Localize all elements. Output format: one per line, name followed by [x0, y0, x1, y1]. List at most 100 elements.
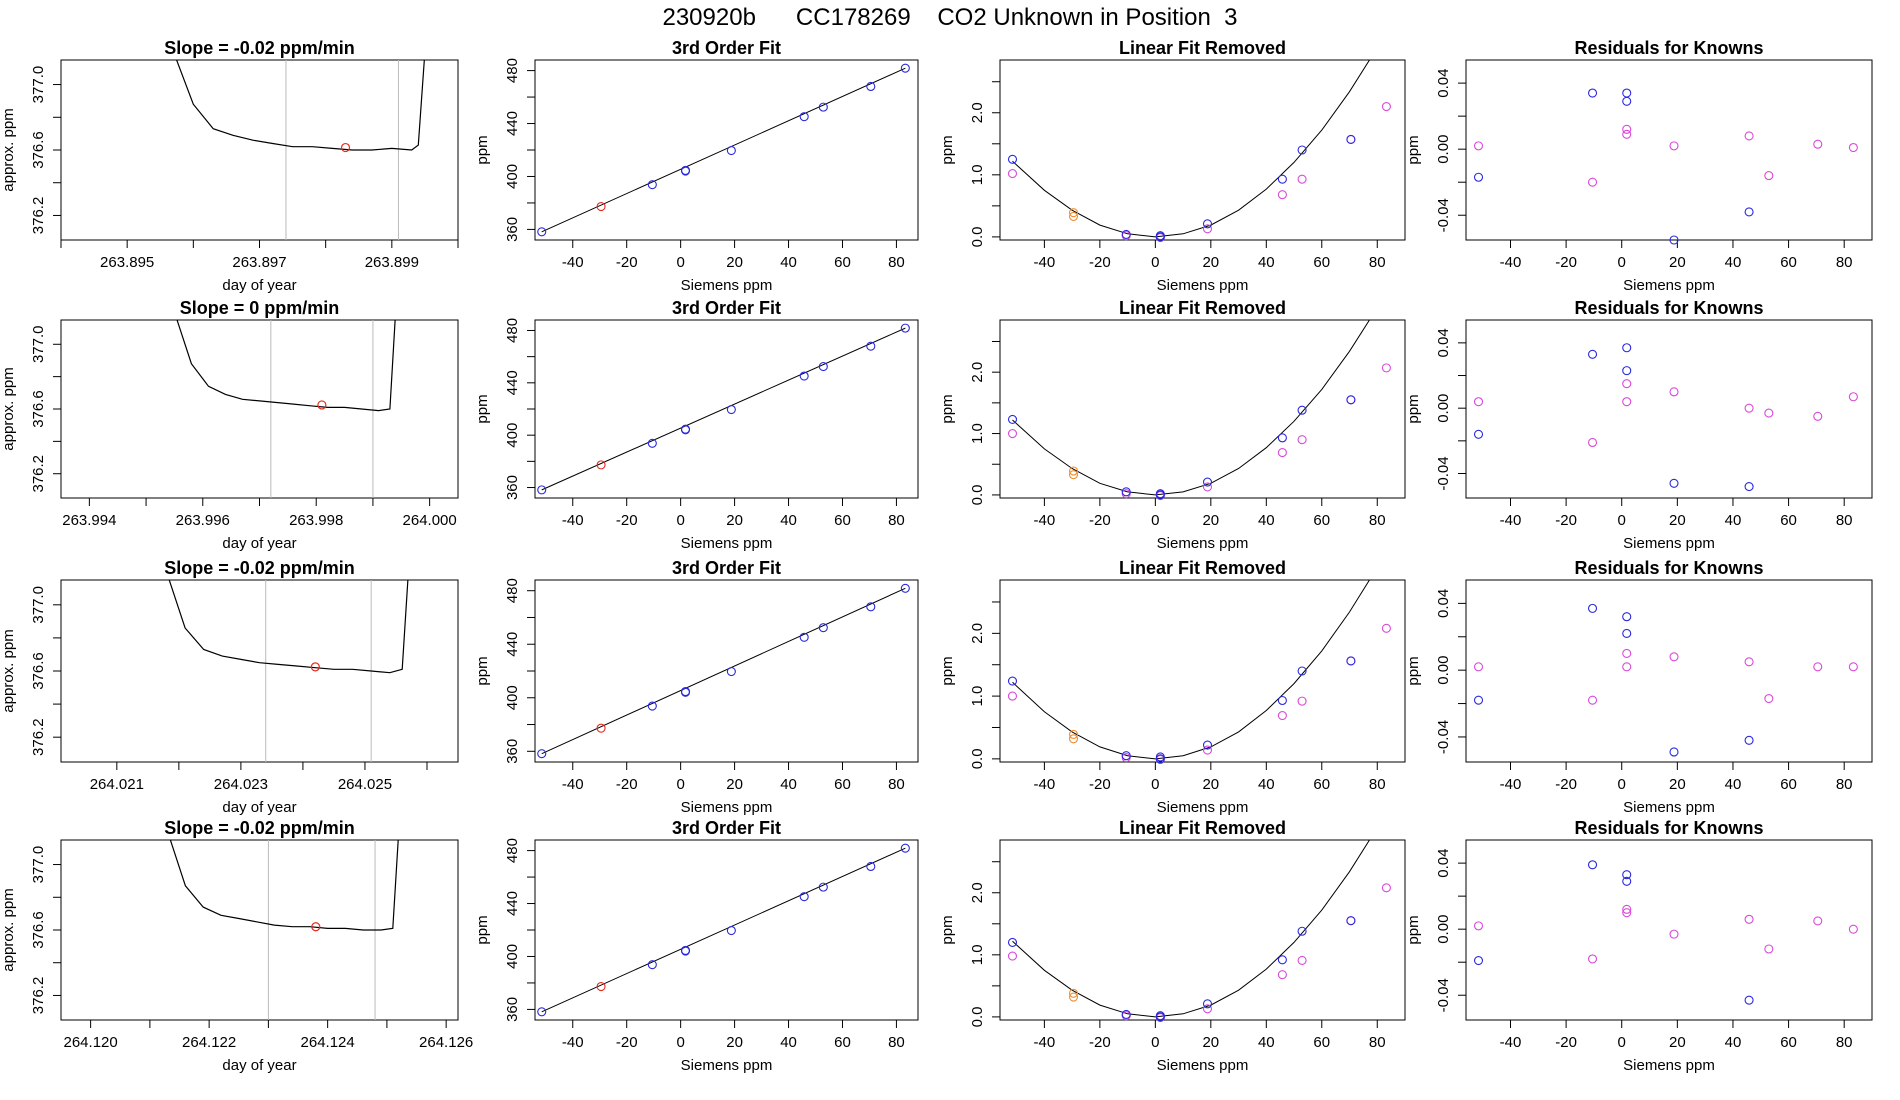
panel-15: Residuals for Knowns Siemens ppm ppm -40 -20… — [1405, 558, 1873, 816]
page-title: 230920b CC178269 CO2 Unknown in Position… — [662, 4, 1238, 31]
point-magenta — [1202, 482, 1213, 492]
y-tick-label: 400 — [504, 944, 521, 969]
plot-frame — [60, 839, 459, 1021]
point-magenta — [1381, 623, 1391, 633]
x-tick-label: 0 — [1618, 1034, 1626, 1051]
y-tick-label: 377.0 — [30, 586, 47, 624]
panel-6: 3rd Order Fit Siemens ppm ppm -40 -20 0 20 40 60… — [474, 298, 919, 552]
y-tick-label: 1.0 — [969, 686, 986, 707]
panel-title: 3rd Order Fit — [672, 298, 781, 318]
data-layer — [541, 847, 906, 1013]
x-tick-label: -20 — [1089, 512, 1111, 529]
point-blue — [1346, 395, 1356, 405]
x-tick-label: 40 — [1725, 776, 1742, 793]
x-axis-label: Siemens ppm — [1623, 277, 1715, 294]
point-magenta — [1744, 914, 1754, 924]
x-tick-label: 40 — [780, 1034, 797, 1051]
y-tick-label: 376.2 — [30, 718, 47, 756]
mean-point — [311, 922, 321, 932]
x-axis-label: day of year — [222, 535, 296, 552]
x-tick-label: -20 — [1555, 254, 1577, 271]
x-tick-label: 80 — [888, 776, 905, 793]
point-blue — [537, 749, 547, 759]
y-axis-label: ppm — [1405, 915, 1422, 944]
point-magenta — [1622, 908, 1632, 918]
x-axis-label: Siemens ppm — [1157, 535, 1249, 552]
point-blue — [1202, 219, 1213, 229]
point-blue — [680, 945, 691, 955]
point-blue — [1277, 433, 1287, 443]
point-magenta — [1622, 648, 1632, 659]
y-tick-label: -0.04 — [1435, 456, 1452, 490]
x-tick-label: -40 — [1034, 1034, 1056, 1051]
point-blue — [1121, 229, 1131, 239]
point-red — [596, 201, 606, 212]
y-tick-label: 2.0 — [969, 882, 986, 903]
y-tick-label: 377.0 — [30, 66, 47, 104]
panel-title: 3rd Order Fit — [672, 38, 781, 58]
panel-1: Slope = -0.02 ppm/min day of year approx. … — [0, 38, 459, 294]
point-blue — [1622, 343, 1632, 353]
point-blue — [1007, 154, 1018, 164]
point-orange — [1068, 211, 1079, 221]
point-magenta — [1764, 408, 1774, 418]
y-tick-label: 0.00 — [1435, 656, 1452, 685]
y-axis-label: ppm — [939, 394, 956, 423]
y-tick-label: 376.6 — [30, 652, 47, 690]
y-axis-label: ppm — [1405, 394, 1422, 423]
x-axis-label: Siemens ppm — [1157, 277, 1249, 294]
x-tick-label: 40 — [1258, 776, 1275, 793]
point-blue — [866, 81, 876, 92]
point-blue — [818, 623, 828, 633]
panel-title: Linear Fit Removed — [1119, 818, 1286, 838]
point-magenta — [1848, 924, 1858, 934]
x-tick-label: -40 — [562, 1034, 584, 1051]
x-axis-label: day of year — [222, 277, 296, 294]
x-tick-label: -40 — [1500, 254, 1522, 271]
point-magenta — [1587, 695, 1598, 705]
x-tick-label: 0 — [1151, 776, 1159, 793]
point-magenta — [1007, 429, 1018, 439]
x-tick-label: 60 — [1313, 776, 1330, 793]
point-magenta — [1744, 657, 1754, 667]
plot-frame — [534, 839, 919, 1021]
x-axis-label: Siemens ppm — [681, 277, 773, 294]
point-magenta — [1121, 489, 1131, 499]
fit-curve — [1012, 320, 1371, 496]
point-blue — [866, 861, 876, 872]
point-blue — [1346, 134, 1356, 144]
plot-frame — [999, 59, 1406, 241]
x-axis-label: day of year — [222, 799, 296, 816]
point-blue — [1587, 349, 1598, 359]
point-blue — [1473, 695, 1484, 705]
point-blue — [1346, 656, 1356, 666]
plot-frame — [1465, 579, 1873, 763]
x-tick-label: -40 — [1500, 512, 1522, 529]
plot-frame — [534, 579, 919, 763]
point-magenta — [1848, 392, 1858, 402]
point-blue — [680, 165, 691, 175]
panel-title: Linear Fit Removed — [1119, 558, 1286, 578]
point-blue — [647, 180, 657, 190]
point-blue — [537, 1007, 547, 1017]
point-magenta — [1669, 929, 1679, 939]
x-tick-label: 264.122 — [182, 1034, 236, 1051]
x-tick-label: 40 — [780, 512, 797, 529]
x-tick-label: 80 — [1836, 512, 1853, 529]
plot-frame — [1465, 59, 1873, 241]
y-axis-label: ppm — [474, 915, 491, 944]
panel-5: 3rd Order Fit Siemens ppm ppm -40 -20 0 20 40 60… — [474, 38, 919, 294]
point-blue — [1155, 754, 1165, 764]
series-line — [169, 840, 399, 931]
point-blue — [1297, 405, 1307, 415]
point-red — [596, 460, 606, 470]
y-axis-label: ppm — [474, 656, 491, 685]
x-tick-label: 80 — [1369, 254, 1386, 271]
point-magenta — [1297, 435, 1307, 445]
fit-curve — [1012, 60, 1371, 238]
point-magenta — [1277, 448, 1287, 458]
point-magenta — [1473, 921, 1484, 931]
point-blue — [1587, 603, 1598, 613]
y-axis-label: ppm — [939, 915, 956, 944]
panel-title: Slope = -0.02 ppm/min — [164, 558, 355, 578]
